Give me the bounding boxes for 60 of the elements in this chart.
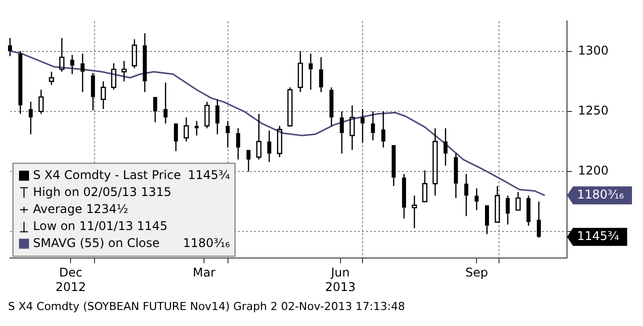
candlestick	[474, 188, 479, 211]
y-tick-label: 1250	[578, 104, 609, 118]
x-tick-label: Sep	[465, 266, 488, 280]
annotation: 1145¾	[188, 168, 230, 182]
candlestick	[432, 128, 438, 196]
text: 1180³⁄₁₆	[577, 188, 624, 202]
text: 1145¾	[577, 228, 620, 243]
legend-label: SMAVG (55) on Close	[33, 236, 160, 250]
candlestick	[184, 116, 189, 142]
candlestick	[164, 82, 168, 124]
candlestick	[59, 37, 64, 72]
candlestick	[246, 150, 251, 172]
candlestick	[298, 50, 303, 93]
text: S X4 Comdty (SOYBEAN FUTURE Nov14) Graph 2 02-Nov-2013 17:13:48	[8, 300, 406, 313]
candlestick	[506, 195, 510, 226]
candlestick	[226, 120, 230, 148]
candlestick	[18, 50, 22, 114]
candlestick	[370, 110, 375, 141]
x-tick-label: Dec 2012	[55, 266, 86, 294]
candlestick	[319, 56, 324, 93]
candlestick	[80, 53, 85, 93]
candlestick	[236, 128, 240, 160]
candlestick	[100, 80, 106, 110]
y-tick-label: 1300	[578, 43, 609, 58]
candlestick	[464, 173, 468, 217]
candlestick	[70, 54, 74, 75]
annotation: High on 02/05/13 1315	[33, 184, 172, 199]
candlestick	[350, 104, 355, 151]
x-tick-label: Mar	[192, 266, 216, 280]
candlestick	[38, 89, 44, 114]
candlestick	[8, 37, 12, 57]
candlestick	[329, 86, 334, 126]
candlestick	[142, 32, 147, 93]
candlestick	[111, 62, 116, 90]
candlestick	[90, 72, 95, 111]
candlestick	[256, 113, 262, 160]
candlestick	[194, 120, 199, 136]
candlestick	[340, 110, 344, 154]
annotation: Average 1234½	[33, 202, 128, 216]
candlestick	[454, 152, 458, 199]
candlestick	[412, 195, 418, 229]
legend-label: S X4 Comdty - Last Price	[33, 168, 181, 182]
candlestick	[381, 110, 386, 148]
candlestick	[121, 60, 127, 82]
candlestick	[360, 108, 365, 144]
y-tick-label: 1200	[578, 164, 609, 178]
candlestick	[422, 170, 428, 202]
candlestick	[28, 101, 33, 135]
candlestick	[215, 98, 220, 135]
candlestick	[536, 201, 541, 238]
candlestick	[48, 71, 54, 86]
candlestick	[392, 145, 396, 187]
x-tick-label: Jun 2013	[325, 266, 356, 294]
annotation: 1180³⁄₁₆	[183, 236, 230, 250]
candlestick	[444, 128, 448, 166]
candlestick	[308, 53, 313, 90]
candlestick	[494, 185, 500, 223]
candlestick	[402, 173, 406, 220]
annotation: Low on 11/01/13 1145	[33, 218, 168, 233]
candlestick	[267, 130, 272, 163]
